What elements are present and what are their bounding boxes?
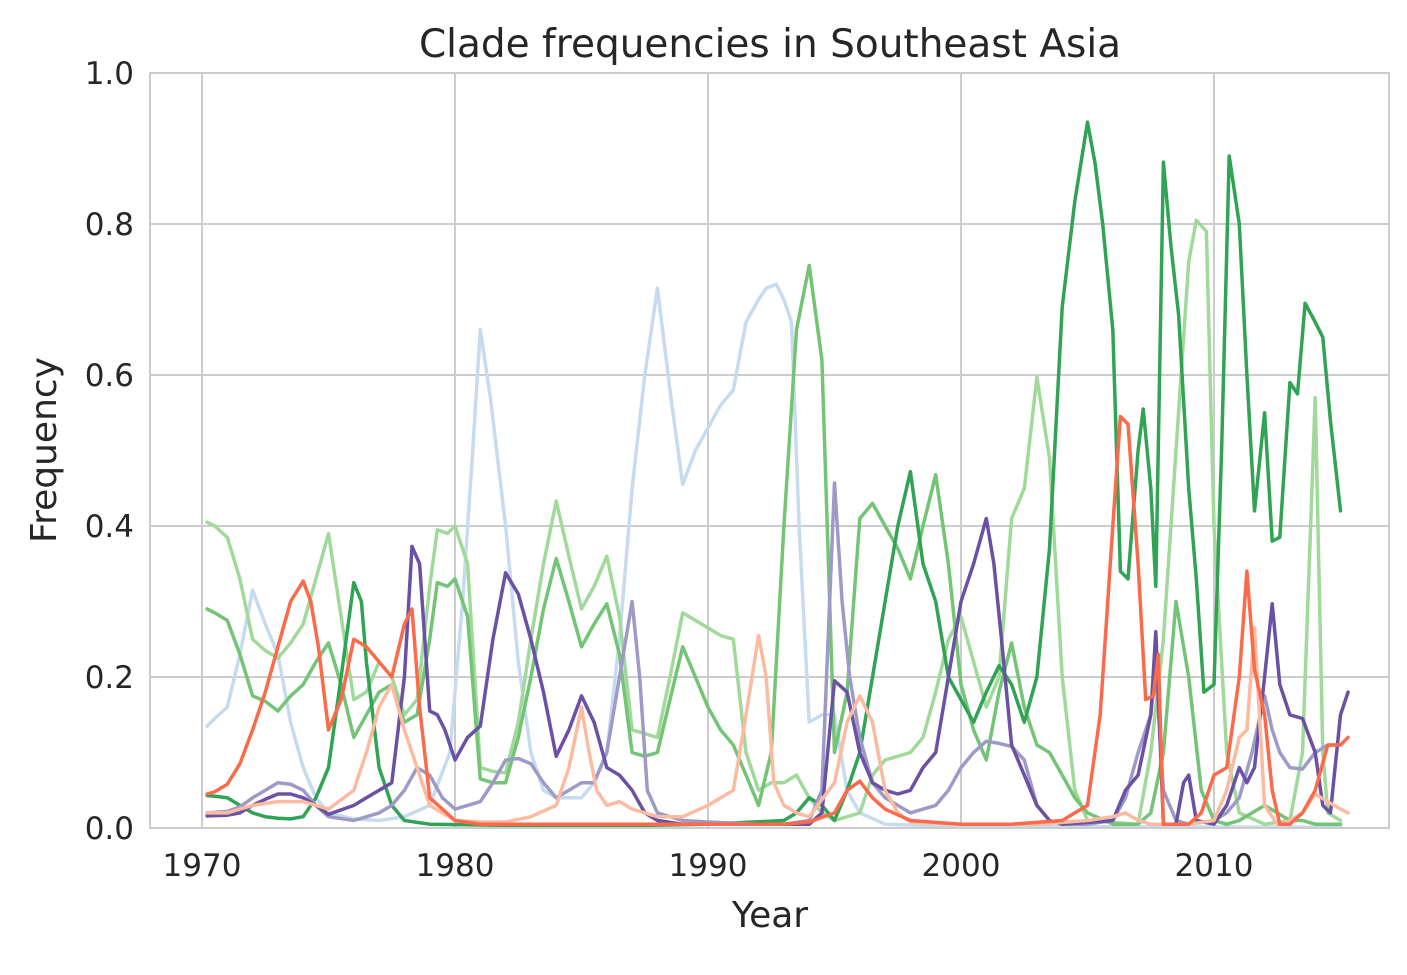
y-axis-label: Frequency bbox=[24, 357, 65, 543]
x-tick-label: 1970 bbox=[163, 848, 242, 884]
y-tick-label: 0.2 bbox=[85, 660, 134, 696]
series-line-4 bbox=[205, 120, 1343, 828]
x-tick-label: 2000 bbox=[922, 848, 1001, 884]
y-tick-label: 0.0 bbox=[85, 811, 134, 847]
x-tick-label: 1980 bbox=[416, 848, 495, 884]
y-tick-label: 0.4 bbox=[85, 509, 134, 545]
x-axis-ticks: 1970 1980 1990 2000 2010 bbox=[163, 848, 1254, 884]
x-tick-label: 2010 bbox=[1175, 848, 1254, 884]
series-line-8 bbox=[205, 414, 1350, 826]
y-axis-ticks: 0.0 0.2 0.4 0.6 0.8 1.0 bbox=[85, 56, 134, 847]
y-tick-label: 0.6 bbox=[85, 358, 134, 394]
series-layer bbox=[205, 120, 1350, 828]
series-line-7 bbox=[205, 626, 1350, 826]
y-tick-label: 1.0 bbox=[85, 56, 134, 92]
x-axis-label: Year bbox=[731, 895, 808, 936]
series-line-5 bbox=[205, 481, 1343, 826]
chart-title: Clade frequencies in Southeast Asia bbox=[419, 22, 1121, 67]
x-tick-label: 1990 bbox=[669, 848, 748, 884]
plot-frame bbox=[149, 72, 1390, 829]
y-tick-label: 0.8 bbox=[85, 207, 134, 243]
series-line-6 bbox=[205, 516, 1350, 826]
